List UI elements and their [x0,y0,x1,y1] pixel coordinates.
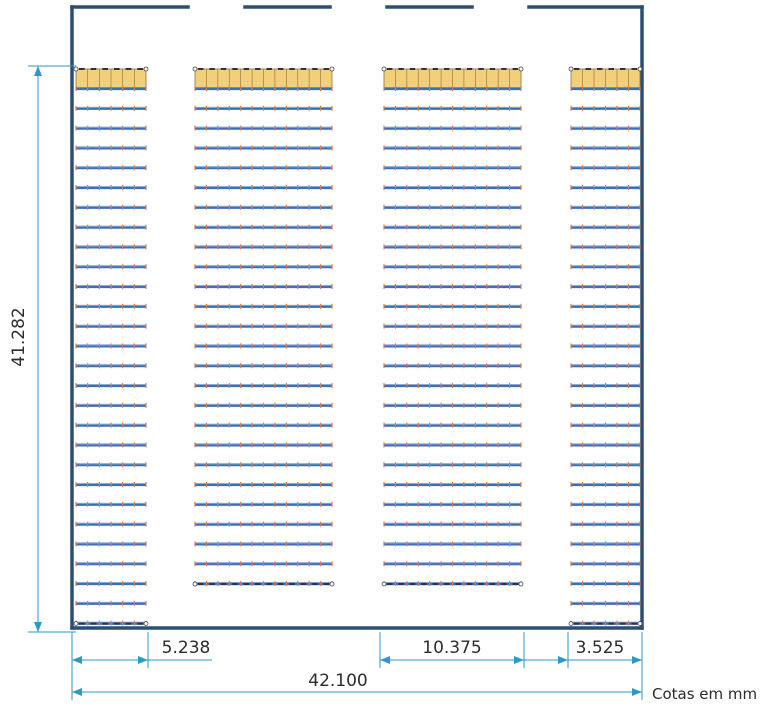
arrow-down [34,622,42,632]
arrow-right [632,688,642,696]
dimension-end-rack-width [524,632,643,668]
arrow-right [138,656,148,664]
rack-post-marker [518,66,524,72]
units-note: Cotas em mm [652,685,757,703]
dimension-label-aisle-width: 5.238 [162,638,211,658]
rack-post-marker [329,66,335,72]
rack-block-center-left [192,66,335,587]
dimension-label-end-rack-width: 3.525 [576,638,625,658]
rack-block-right [568,66,643,626]
arrow-left [72,688,82,696]
rack-block-center-right [381,66,524,587]
rack-post-marker [637,66,643,72]
arrow-left [72,656,82,664]
dimension-label-total-width: 42.100 [308,671,367,691]
rack-post-marker [329,581,335,587]
arrow-right [632,656,642,664]
dimension-label-total-height: 41.282 [9,307,29,366]
rack-post-marker [73,66,79,72]
dimension-label-double-rack-width: 10.375 [422,638,481,658]
dimension-total-height [28,65,76,633]
arrow-left [558,656,568,664]
rack-post-marker [568,621,574,626]
rack-post-marker [381,66,387,72]
rack-post-marker [192,581,198,587]
arrow-up [34,66,42,76]
rack-post-marker [143,621,149,626]
rack-post-marker [73,621,79,626]
dimension-total-width [71,668,643,700]
arrow-left [380,656,390,664]
rack-post-marker [518,581,524,587]
dimension-aisle-width [71,632,212,668]
rack-post-marker [637,621,643,626]
dimension-double-rack-width [379,632,525,668]
rack-post-marker [192,66,198,72]
rack-block-left [73,66,149,626]
rack-post-marker [381,581,387,587]
rack-post-marker [568,66,574,72]
building-walls [70,5,644,630]
arrow-right [514,656,524,664]
rack-post-marker [143,66,149,72]
